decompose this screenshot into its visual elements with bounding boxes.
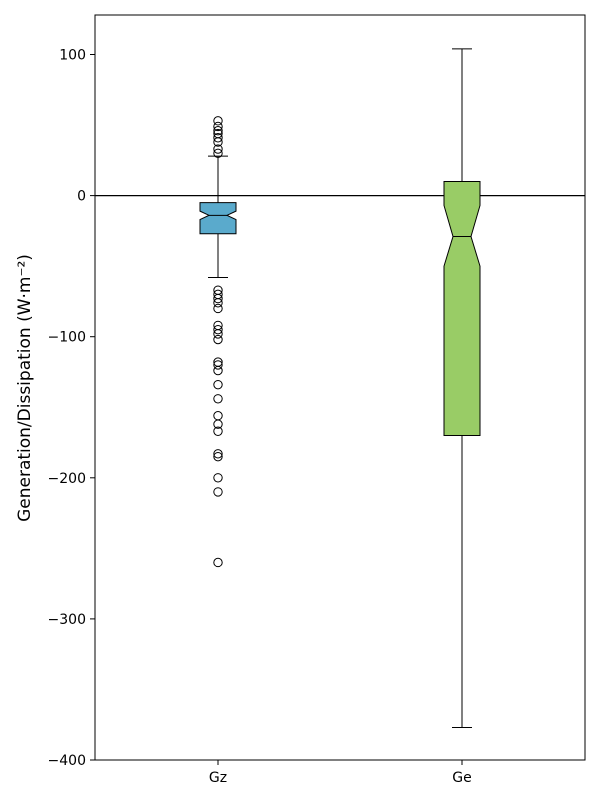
outlier-point bbox=[213, 419, 223, 429]
boxes-layer bbox=[199, 48, 481, 729]
outlier-point bbox=[213, 121, 223, 132]
y-tick-label: −100 bbox=[48, 330, 86, 346]
outlier-point bbox=[213, 411, 223, 421]
outlier-point bbox=[213, 329, 223, 339]
outlier-point bbox=[213, 293, 223, 304]
outlier-point bbox=[213, 303, 223, 314]
outlier-point bbox=[213, 144, 223, 154]
box-body bbox=[443, 180, 481, 436]
y-tick-label: −300 bbox=[48, 612, 86, 628]
y-axis-label: Generation/Dissipation (W·m⁻²) bbox=[15, 254, 35, 522]
x-tick-label: Ge bbox=[452, 770, 471, 786]
y-tick-label: −200 bbox=[48, 471, 86, 487]
outlier-point bbox=[213, 133, 223, 143]
y-tick-label: −400 bbox=[48, 753, 86, 769]
outlier-point bbox=[213, 334, 223, 345]
y-tick-label: 0 bbox=[77, 189, 86, 205]
box-ge bbox=[443, 48, 481, 729]
outlier-point bbox=[213, 379, 223, 390]
y-tick-label: 100 bbox=[59, 48, 86, 64]
plot-frame bbox=[94, 14, 586, 761]
x-tick-label: Gz bbox=[209, 770, 227, 786]
outlier-point bbox=[213, 116, 223, 126]
box-gz bbox=[199, 116, 237, 568]
outlier-point bbox=[213, 473, 223, 483]
outlier-point bbox=[213, 360, 223, 370]
outlier-point bbox=[213, 148, 223, 158]
outlier-point bbox=[213, 126, 223, 136]
outlier-point bbox=[213, 298, 223, 308]
box-body bbox=[199, 202, 237, 235]
axes-layer: Gz Ge 100 0 −100 −200 −300 −400 bbox=[48, 14, 586, 786]
outlier-point bbox=[213, 137, 223, 147]
outlier-point bbox=[213, 426, 223, 436]
outlier-point bbox=[213, 557, 223, 568]
outlier-point bbox=[213, 394, 223, 404]
outlier-point bbox=[213, 451, 223, 462]
outlier-point bbox=[213, 487, 223, 497]
outlier-point bbox=[213, 365, 223, 376]
outlier-point bbox=[213, 449, 223, 459]
outlier-point bbox=[213, 324, 223, 335]
